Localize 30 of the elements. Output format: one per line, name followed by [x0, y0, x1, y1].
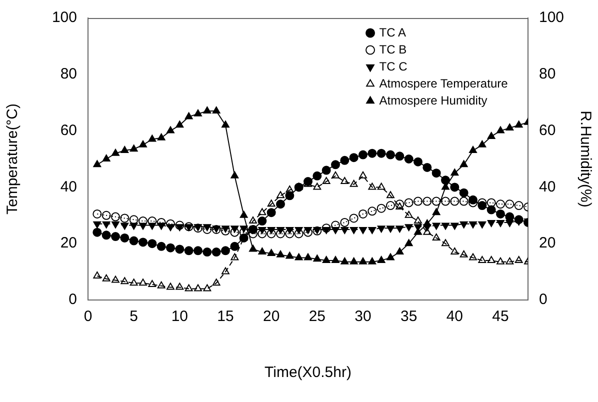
x-tick-label: 0 [84, 308, 92, 326]
y-tick-label: 20 [60, 234, 77, 252]
y-axis-title: Temperature(°C) [4, 103, 22, 215]
x-tick-label: 35 [400, 308, 418, 326]
x-tick-label: 10 [171, 308, 188, 326]
legend-label: TC B [379, 42, 407, 56]
y-tick-label: 80 [60, 66, 77, 83]
x-tick-label: 30 [354, 308, 372, 326]
y2-tick-label: 100 [539, 9, 564, 26]
y-tick-label: 0 [68, 291, 77, 308]
legend-label: Atmospere Temperature [379, 76, 508, 90]
x-tick-label: 15 [217, 308, 234, 326]
y2-axis-title: R.Humidity(%) [576, 110, 594, 208]
y-tick-label: 40 [60, 178, 77, 196]
x-tick-label: 45 [492, 308, 509, 326]
legend-label: TC C [379, 59, 408, 74]
x-tick-label: 25 [308, 308, 326, 326]
x-tick-label: 20 [262, 308, 280, 326]
y2-tick-label: 0 [539, 291, 548, 308]
y-tick-label: 100 [52, 9, 77, 26]
x-tick-label: 5 [130, 308, 138, 326]
legend-label: TC A [379, 25, 406, 40]
legend-label: Atmospere Humidity [379, 93, 488, 108]
x-tick-label: 40 [446, 308, 464, 326]
y2-tick-label: 20 [539, 234, 556, 252]
x-axis-title: Time(X0.5hr) [264, 364, 352, 382]
y-tick-label: 60 [60, 122, 77, 139]
y2-tick-label: 60 [539, 122, 556, 139]
y2-tick-label: 80 [539, 66, 556, 83]
y2-tick-label: 40 [539, 178, 556, 196]
